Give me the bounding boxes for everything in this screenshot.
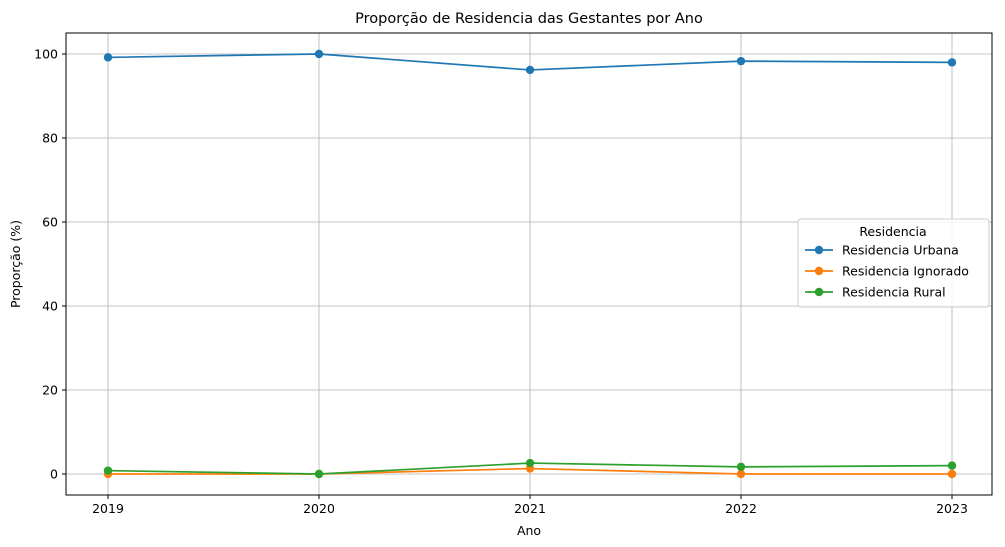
x-axis-label: Ano <box>517 523 541 538</box>
legend-marker <box>814 245 824 255</box>
data-point <box>736 462 746 472</box>
chart-title: Proporção de Residencia das Gestantes po… <box>355 11 703 27</box>
y-tick-label: 100 <box>34 47 58 62</box>
series-lines <box>103 49 957 479</box>
data-point <box>314 49 324 59</box>
data-point <box>736 469 746 479</box>
legend-item: Residencia Ignorado <box>805 264 969 279</box>
y-tick-label: 20 <box>42 383 58 398</box>
y-tick-label: 0 <box>50 467 58 482</box>
data-point <box>947 461 957 470</box>
legend-marker <box>814 266 824 276</box>
y-tick-label: 60 <box>42 215 58 230</box>
axis-ticks: 2019 2020 2021 2022 2023 0 20 40 60 80 100 <box>34 47 968 517</box>
legend-label: Residencia Rural <box>842 285 946 300</box>
legend-marker <box>814 287 824 297</box>
legend-title: Residencia <box>859 224 926 239</box>
data-point <box>314 469 324 479</box>
y-tick-label: 40 <box>42 299 58 314</box>
y-axis-label: Proporção (%) <box>8 220 23 308</box>
data-point <box>103 466 113 475</box>
data-point <box>947 469 957 479</box>
x-tick-label: 2023 <box>936 501 968 516</box>
data-point <box>736 56 746 66</box>
legend-label: Residencia Urbana <box>842 243 959 258</box>
legend-box <box>797 218 990 308</box>
plot-frame <box>65 32 993 496</box>
data-point <box>525 458 535 468</box>
x-tick-label: 2022 <box>725 501 757 516</box>
x-tick-label: 2021 <box>514 501 546 516</box>
data-point <box>103 53 113 62</box>
data-point <box>525 65 535 75</box>
x-tick-label: 2020 <box>303 501 335 516</box>
series-residencia-rural <box>103 458 957 479</box>
series-residencia-urbana <box>103 49 957 75</box>
legend-label: Residencia Ignorado <box>842 264 969 279</box>
y-tick-label: 80 <box>42 131 58 146</box>
x-tick-label: 2019 <box>92 501 124 516</box>
data-point <box>947 58 957 67</box>
legend: Residencia Residencia Urbana Residencia I… <box>797 218 990 308</box>
legend-item: Residencia Rural <box>805 285 946 300</box>
legend-item: Residencia Urbana <box>805 243 959 258</box>
